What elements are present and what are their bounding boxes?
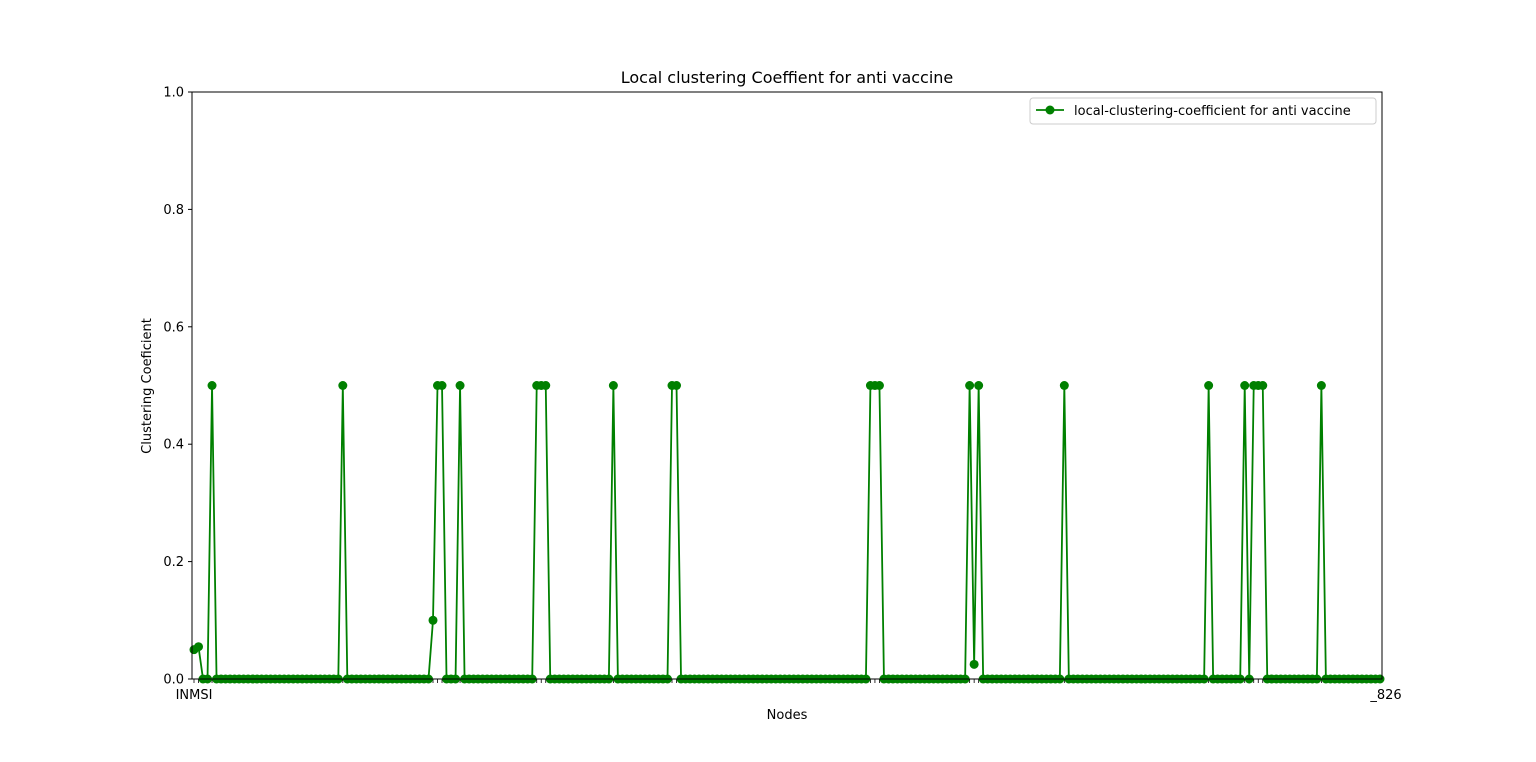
data-point: [338, 381, 348, 390]
series-layer: [189, 381, 1385, 684]
data-point: [437, 381, 447, 390]
y-tick-label: 0.4: [163, 438, 184, 453]
y-tick-label: 0.6: [163, 320, 184, 335]
y-tick-label: 0.0: [163, 673, 184, 688]
data-point: [672, 381, 682, 390]
data-point: [965, 381, 975, 390]
x-axis-title: Nodes: [767, 708, 808, 723]
data-point: [1316, 381, 1326, 390]
data-point: [1240, 381, 1250, 390]
data-point: [541, 381, 551, 390]
legend-marker-sample: [1045, 105, 1055, 115]
y-tick-label: 0.2: [163, 555, 184, 570]
data-point: [194, 642, 204, 652]
chart-title: Local clustering Coeffient for anti vacc…: [621, 68, 954, 87]
legend-label: local-clustering-coefficient for anti va…: [1074, 104, 1351, 119]
legend: local-clustering-coefficient for anti va…: [1029, 97, 1377, 125]
data-point: [428, 615, 438, 625]
y-axis-title: Clustering Coeficient: [140, 318, 155, 454]
data-point: [1258, 381, 1268, 390]
x-tick-label-first: INMSI: [176, 688, 213, 703]
y-axis-ticks: 0.0 0.2 0.4 0.6 0.8 1.0: [163, 86, 192, 688]
data-point: [455, 381, 465, 390]
data-point: [1059, 381, 1069, 390]
y-tick-label: 1.0: [163, 86, 184, 101]
plot-frame: [191, 91, 1383, 680]
data-point: [969, 659, 979, 669]
legend-box: [1029, 97, 1377, 125]
data-point: [207, 381, 217, 390]
data-point: [874, 381, 884, 390]
x-tick-label-last: _826: [1369, 688, 1401, 703]
data-point: [974, 381, 984, 390]
data-point: [1204, 381, 1214, 390]
data-point: [608, 381, 618, 390]
y-tick-label: 0.8: [163, 203, 184, 218]
